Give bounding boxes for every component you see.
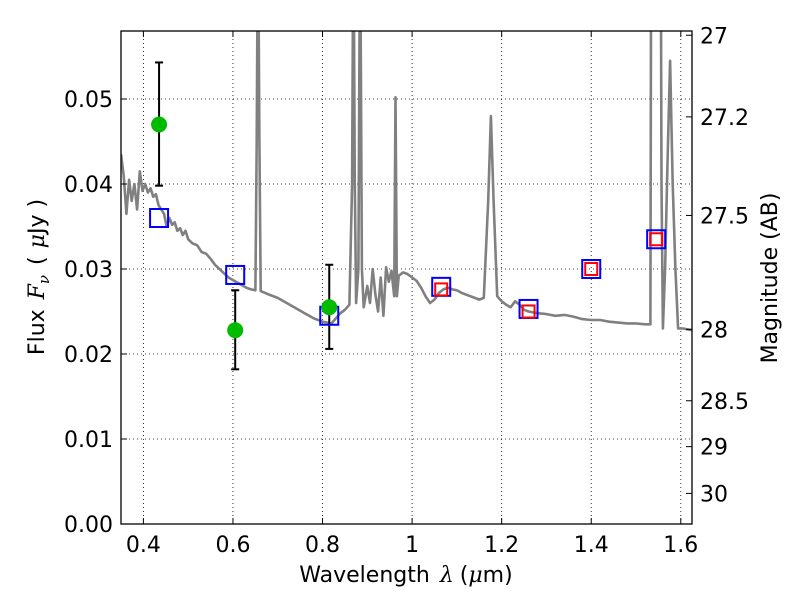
axis-ticks: 0.4 0.6 0.8 1 1.2 1.4 1.6 0.00 0.01 0.02 0.03 0.04 0… [64,24,749,558]
y-tick-label: 0.03 [64,258,113,283]
x-axis-title: Wavelength λ (μm) [299,563,512,588]
y2-tick-label: 29 [700,436,728,461]
y2-tick-label: 28 [700,318,728,343]
grid-lines [121,31,692,524]
observed-nir-marker [521,304,536,319]
data-markers [149,116,667,339]
model-band-marker [149,208,170,228]
y2-axis-title: Magnitude (AB) [758,193,783,364]
observed-nir-marker [649,232,664,247]
y-axis-title: FluxFν(μJy ) [25,199,53,355]
y-tick-label: 0.02 [64,343,113,368]
model-band-marker [646,229,667,250]
y2-tick-label: 27.2 [700,106,749,131]
observed-optical-marker [227,322,244,339]
observed-nir-marker [584,262,599,276]
model-band-marker [225,264,246,285]
y2-tick-label: 28.5 [700,390,749,415]
x-tick-label: 1 [405,533,419,558]
sed-model-series [121,31,692,332]
y2-tick-label: 30 [700,482,728,507]
y-tick-label: 0.04 [64,173,113,198]
observed-optical-marker [151,116,168,133]
observed-nir-marker [434,282,449,297]
y-tick-label: 0.00 [64,513,113,538]
x-tick-label: 1.6 [663,533,698,558]
error-bars [155,61,334,371]
x-tick-label: 0.8 [305,533,340,558]
x-tick-label: 0.6 [215,533,250,558]
y2-tick-label: 27.5 [700,204,749,229]
x-tick-label: 1.4 [574,533,609,558]
y-tick-label: 0.05 [64,88,113,113]
x-tick-label: 1.2 [484,533,519,558]
sed-model-line [121,31,692,332]
observed-optical-marker [321,299,338,316]
plot-area-frame [120,30,693,525]
model-band-marker [581,259,602,279]
y2-tick-label: 27 [700,24,728,49]
y-tick-label: 0.01 [64,428,113,453]
x-tick-label: 0.4 [126,533,161,558]
